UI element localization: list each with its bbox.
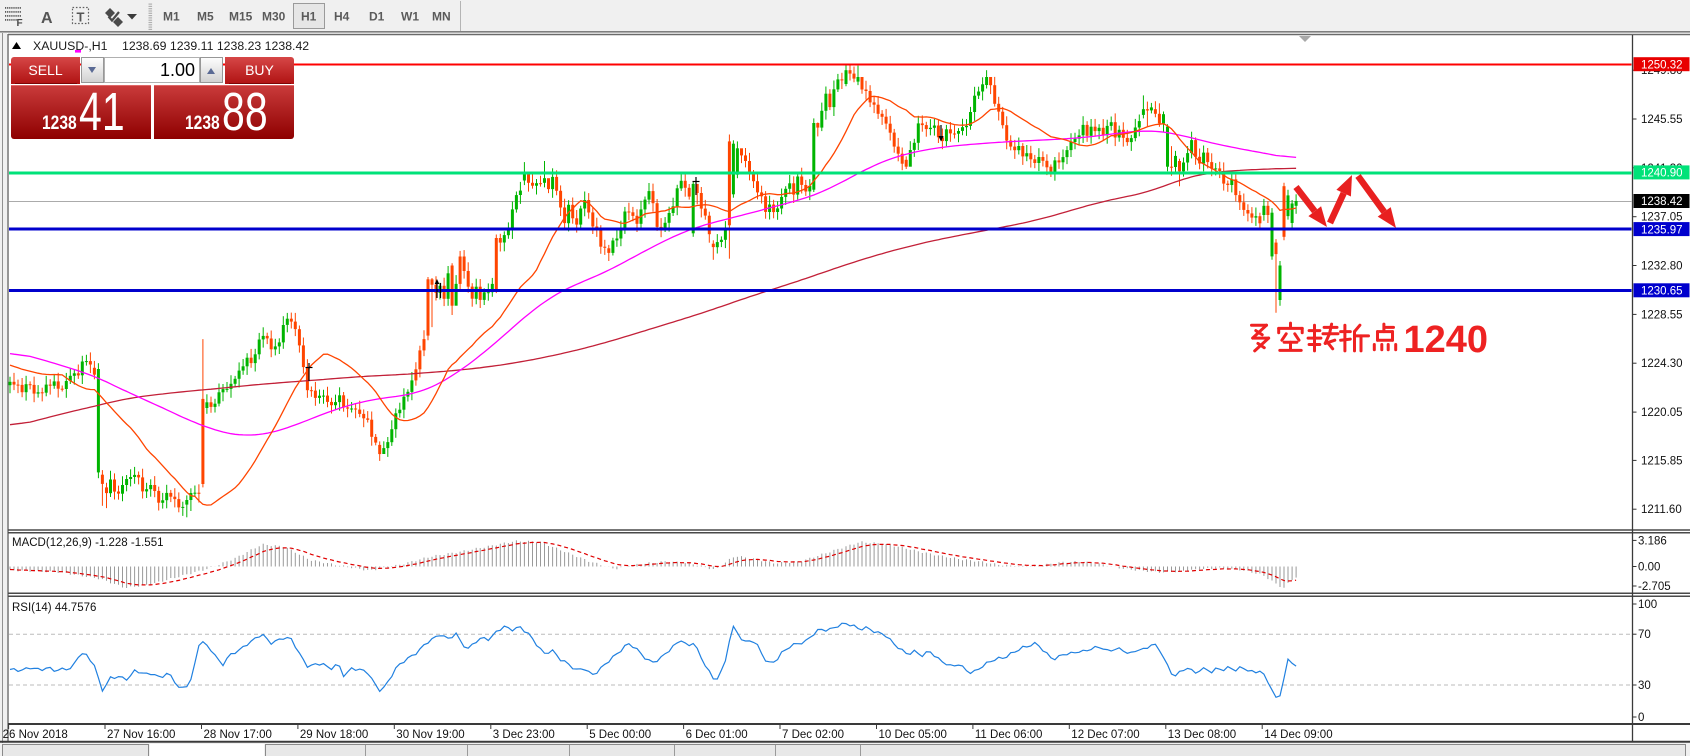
svg-text:1245.55: 1245.55 [1641, 114, 1683, 126]
svg-text:7 Dec 02:00: 7 Dec 02:00 [782, 729, 844, 741]
svg-text:0: 0 [1638, 712, 1644, 724]
svg-text:F: F [17, 18, 23, 29]
svg-text:M15: M15 [229, 10, 253, 24]
svg-text:1240.90: 1240.90 [1641, 168, 1683, 180]
svg-text:T: T [77, 10, 85, 25]
svg-text:70: 70 [1638, 629, 1651, 641]
svg-text:13 Dec 08:00: 13 Dec 08:00 [1168, 729, 1236, 741]
svg-text:28 Nov 17:00: 28 Nov 17:00 [204, 729, 272, 741]
svg-text:10 Dec 05:00: 10 Dec 05:00 [879, 729, 947, 741]
svg-text:-2.705: -2.705 [1638, 581, 1671, 593]
svg-text:H4: H4 [334, 10, 350, 24]
svg-text:100: 100 [1638, 599, 1657, 611]
svg-text:H1: H1 [301, 10, 317, 24]
svg-text:1235.97: 1235.97 [1641, 224, 1683, 236]
svg-text:3 Dec 23:00: 3 Dec 23:00 [493, 729, 555, 741]
svg-text:29 Nov 18:00: 29 Nov 18:00 [300, 729, 368, 741]
svg-text:1232.80: 1232.80 [1641, 261, 1683, 273]
svg-text:26 Nov 2018: 26 Nov 2018 [3, 729, 68, 741]
svg-text:1240: 1240 [1404, 319, 1489, 361]
svg-text:1238.42: 1238.42 [1641, 196, 1683, 208]
svg-text:1211.60: 1211.60 [1641, 504, 1682, 516]
svg-text:1250.32: 1250.32 [1641, 59, 1683, 71]
svg-text:W1: W1 [401, 10, 419, 24]
svg-text:12 Dec 07:00: 12 Dec 07:00 [1071, 729, 1139, 741]
svg-text:11 Dec 06:00: 11 Dec 06:00 [975, 729, 1043, 741]
svg-text:14 Dec 09:00: 14 Dec 09:00 [1264, 729, 1332, 741]
svg-text:M30: M30 [262, 10, 286, 24]
svg-text:1228.55: 1228.55 [1641, 309, 1683, 321]
svg-text:0.00: 0.00 [1638, 562, 1660, 574]
svg-text:6 Dec 01:00: 6 Dec 01:00 [686, 729, 748, 741]
svg-text:27 Nov 16:00: 27 Nov 16:00 [107, 729, 175, 741]
svg-text:30: 30 [1638, 680, 1651, 692]
svg-text:1230.65: 1230.65 [1641, 286, 1683, 298]
svg-text:MN: MN [432, 10, 451, 24]
svg-text:MACD(12,26,9) -1.228 -1.551: MACD(12,26,9) -1.228 -1.551 [12, 537, 164, 549]
svg-text:1220.05: 1220.05 [1641, 407, 1683, 419]
svg-text:M5: M5 [197, 10, 214, 24]
svg-text:RSI(14) 44.7576: RSI(14) 44.7576 [12, 602, 96, 614]
svg-text:3.186: 3.186 [1638, 535, 1667, 547]
svg-text:M1: M1 [163, 10, 180, 24]
svg-text:1237.05: 1237.05 [1641, 212, 1683, 224]
svg-text:1215.85: 1215.85 [1641, 455, 1683, 467]
svg-text:1238.69 1239.11 1238.23 1238.4: 1238.69 1239.11 1238.23 1238.42 [122, 39, 309, 53]
svg-text:D1: D1 [369, 10, 385, 24]
svg-text:30 Nov 19:00: 30 Nov 19:00 [396, 729, 464, 741]
svg-text:XAUUSD-,H1: XAUUSD-,H1 [33, 39, 108, 53]
svg-text:1224.30: 1224.30 [1641, 358, 1683, 370]
svg-text:5 Dec 00:00: 5 Dec 00:00 [589, 729, 651, 741]
svg-text:A: A [41, 10, 53, 27]
